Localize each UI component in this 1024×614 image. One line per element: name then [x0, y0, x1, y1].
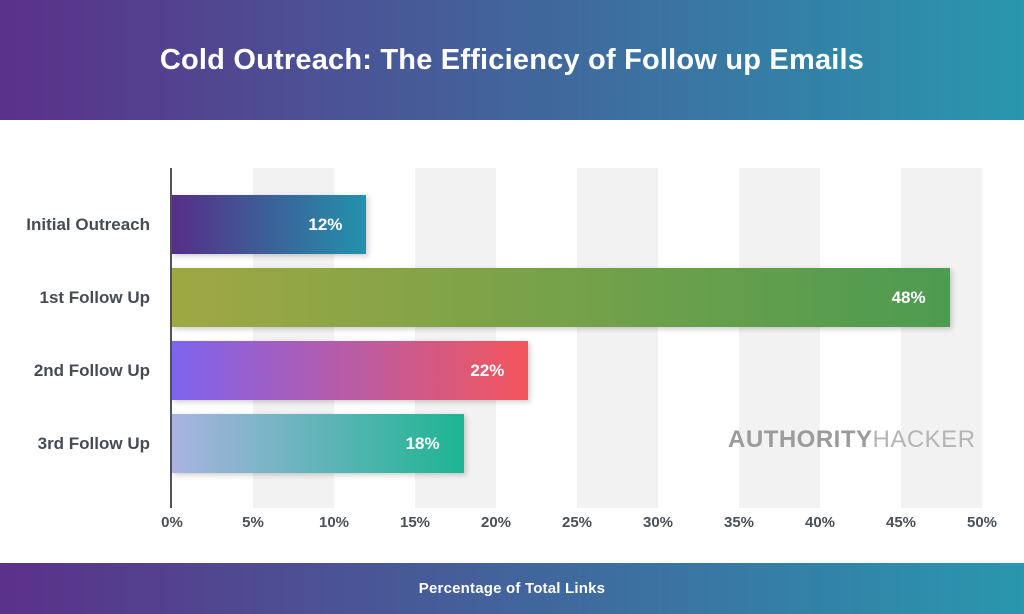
x-tick-label: 15%: [399, 514, 431, 531]
x-tick-label: 50%: [966, 514, 998, 531]
x-tick-label: 5%: [242, 514, 264, 531]
x-tick-label: 10%: [318, 514, 350, 531]
bar-2: 22%: [172, 341, 529, 400]
x-tick-label: 20%: [480, 514, 512, 531]
x-tick-label: 45%: [885, 514, 917, 531]
header-banner: Cold Outreach: The Efficiency of Follow …: [0, 0, 1024, 120]
grid-band: [739, 168, 820, 508]
category-label: 2nd Follow Up: [33, 360, 150, 380]
grid-band: [901, 168, 982, 508]
bar-1: 48%: [172, 268, 950, 327]
category-label: 3rd Follow Up: [37, 433, 150, 453]
plot-area: 12% 48% 22% 18% 0% 5% 10% 15% 20% 25% 30% 35% 40% 45…: [161, 168, 997, 531]
x-tick-label: 0%: [161, 514, 183, 531]
bar-value-label: 48%: [891, 287, 926, 307]
footer-banner: Percentage of Total Links: [0, 563, 1024, 614]
bar-3: 18%: [172, 414, 464, 473]
x-tick-label: 40%: [804, 514, 836, 531]
bar-value-label: 18%: [405, 433, 440, 453]
bar-0: 12%: [172, 195, 367, 254]
x-tick-label: 25%: [561, 514, 593, 531]
grid-band: [577, 168, 658, 508]
chart-title: Cold Outreach: The Efficiency of Follow …: [159, 43, 865, 76]
x-tick-label: 35%: [723, 514, 755, 531]
bar-value-label: 22%: [470, 360, 505, 380]
x-axis-title: Percentage of Total Links: [418, 580, 606, 597]
y-axis-line: [170, 168, 172, 508]
category-label: Initial Outreach: [26, 214, 150, 234]
bar-value-label: 12%: [308, 214, 343, 234]
authorityhacker-watermark: AUTHORITYHACKER: [728, 426, 976, 454]
category-label: 1st Follow Up: [39, 287, 151, 307]
x-axis-ticks: 0% 5% 10% 15% 20% 25% 30% 35% 40% 45% 50%: [161, 508, 997, 538]
watermark-authority-text: AUTHORITY: [728, 426, 873, 453]
category-labels: Initial Outreach 1st Follow Up 2nd Follow …: [0, 168, 150, 508]
x-tick-label: 30%: [642, 514, 674, 531]
watermark-hacker-text: HACKER: [872, 426, 976, 453]
